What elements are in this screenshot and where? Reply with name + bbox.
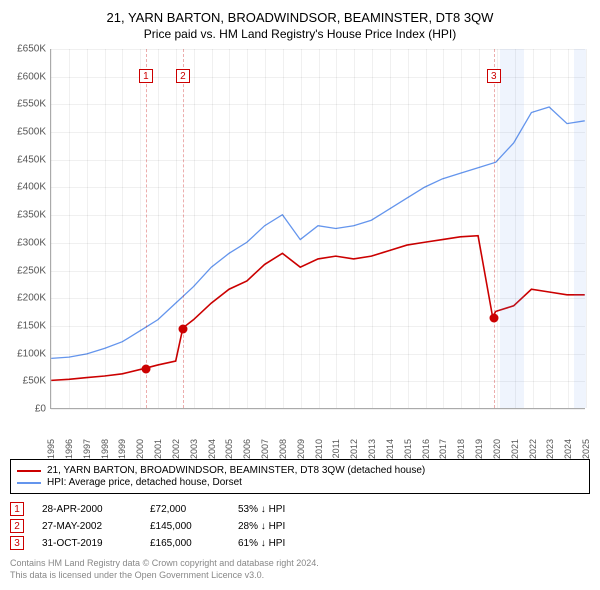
y-tick-label: £100K — [17, 348, 46, 359]
x-tick-label: 2003 — [189, 439, 199, 459]
y-tick-label: £50K — [23, 376, 46, 387]
event-vline — [146, 49, 147, 408]
x-tick-label: 2014 — [385, 439, 395, 459]
event-number-box: 2 — [10, 519, 24, 533]
event-price: £145,000 — [150, 521, 220, 532]
x-tick-label: 2017 — [438, 439, 448, 459]
x-tick-label: 2019 — [474, 439, 484, 459]
event-price: £72,000 — [150, 504, 220, 515]
y-tick-label: £300K — [17, 237, 46, 248]
x-tick-label: 2025 — [581, 439, 591, 459]
x-tick-label: 2015 — [403, 439, 413, 459]
y-tick-label: £500K — [17, 127, 46, 138]
x-tick-label: 2020 — [492, 439, 502, 459]
event-marker-dot — [178, 324, 187, 333]
x-tick-label: 2006 — [242, 439, 252, 459]
y-tick-label: £600K — [17, 71, 46, 82]
chart-subtitle: Price paid vs. HM Land Registry's House … — [10, 27, 590, 41]
x-tick-label: 2002 — [171, 439, 181, 459]
event-row: 2 27-MAY-2002 £145,000 28% ↓ HPI — [10, 519, 590, 533]
event-diff: 53% ↓ HPI — [238, 504, 285, 515]
event-date: 28-APR-2000 — [42, 504, 132, 515]
footnote-line: Contains HM Land Registry data © Crown c… — [10, 558, 590, 570]
shaded-range — [500, 49, 523, 408]
x-tick-label: 1998 — [100, 439, 110, 459]
event-marker-box: 3 — [487, 69, 501, 83]
x-tick-label: 2022 — [528, 439, 538, 459]
x-tick-label: 2007 — [260, 439, 270, 459]
y-tick-label: £250K — [17, 265, 46, 276]
x-tick-label: 2005 — [224, 439, 234, 459]
x-tick-label: 1995 — [46, 439, 56, 459]
event-price: £165,000 — [150, 538, 220, 549]
y-tick-label: £150K — [17, 320, 46, 331]
x-tick-label: 2004 — [207, 439, 217, 459]
x-tick-label: 2024 — [563, 439, 573, 459]
x-axis-labels: 1995199619971998199920002001200220032004… — [50, 409, 585, 449]
y-tick-label: £200K — [17, 293, 46, 304]
event-number-box: 1 — [10, 502, 24, 516]
event-list: 1 28-APR-2000 £72,000 53% ↓ HPI 2 27-MAY-2002… — [10, 502, 590, 550]
x-tick-label: 2018 — [456, 439, 466, 459]
x-tick-label: 2013 — [367, 439, 377, 459]
event-marker-box: 2 — [176, 69, 190, 83]
y-axis-labels: £0£50K£100K£150K£200K£250K£300K£350K£400… — [10, 49, 48, 409]
x-tick-label: 2008 — [278, 439, 288, 459]
event-diff: 61% ↓ HPI — [238, 538, 285, 549]
event-number-box: 3 — [10, 536, 24, 550]
y-tick-label: £650K — [17, 44, 46, 55]
y-tick-label: £450K — [17, 154, 46, 165]
x-tick-label: 2012 — [349, 439, 359, 459]
event-row: 3 31-OCT-2019 £165,000 61% ↓ HPI — [10, 536, 590, 550]
x-tick-label: 2010 — [314, 439, 324, 459]
event-marker-box: 1 — [139, 69, 153, 83]
legend-row: 21, YARN BARTON, BROADWINDSOR, BEAMINSTE… — [17, 465, 583, 476]
y-tick-label: £350K — [17, 210, 46, 221]
legend-swatch — [17, 470, 41, 472]
event-row: 1 28-APR-2000 £72,000 53% ↓ HPI — [10, 502, 590, 516]
event-vline — [494, 49, 495, 408]
legend-label: HPI: Average price, detached house, Dors… — [47, 477, 242, 488]
event-vline — [183, 49, 184, 408]
x-tick-label: 2016 — [421, 439, 431, 459]
event-marker-dot — [489, 313, 498, 322]
event-date: 27-MAY-2002 — [42, 521, 132, 532]
event-marker-dot — [141, 365, 150, 374]
y-tick-label: £400K — [17, 182, 46, 193]
event-date: 31-OCT-2019 — [42, 538, 132, 549]
x-tick-label: 2021 — [510, 439, 520, 459]
x-tick-label: 2023 — [545, 439, 555, 459]
y-tick-label: £0 — [35, 404, 46, 415]
legend-row: HPI: Average price, detached house, Dors… — [17, 477, 583, 488]
x-tick-label: 2011 — [331, 439, 341, 458]
x-tick-label: 1997 — [82, 439, 92, 459]
x-tick-label: 2001 — [153, 439, 163, 459]
x-tick-label: 2009 — [296, 439, 306, 459]
plot-area: 1 2 3 — [50, 49, 585, 409]
y-tick-label: £550K — [17, 99, 46, 110]
shaded-range — [574, 49, 586, 408]
x-tick-label: 1996 — [64, 439, 74, 459]
chart: £0 £50K £100K £150K £200K £250K £300K £350K £400… — [10, 49, 590, 449]
x-tick-label: 1999 — [117, 439, 127, 459]
legend-swatch — [17, 482, 41, 484]
footnote-line: This data is licensed under the Open Gov… — [10, 570, 590, 582]
chart-container: 21, YARN BARTON, BROADWINDSOR, BEAMINSTE… — [0, 0, 600, 589]
legend: 21, YARN BARTON, BROADWINDSOR, BEAMINSTE… — [10, 459, 590, 494]
footnote: Contains HM Land Registry data © Crown c… — [10, 558, 590, 581]
x-tick-label: 2000 — [135, 439, 145, 459]
legend-label: 21, YARN BARTON, BROADWINDSOR, BEAMINSTE… — [47, 465, 425, 476]
chart-title: 21, YARN BARTON, BROADWINDSOR, BEAMINSTE… — [10, 10, 590, 25]
event-diff: 28% ↓ HPI — [238, 521, 285, 532]
